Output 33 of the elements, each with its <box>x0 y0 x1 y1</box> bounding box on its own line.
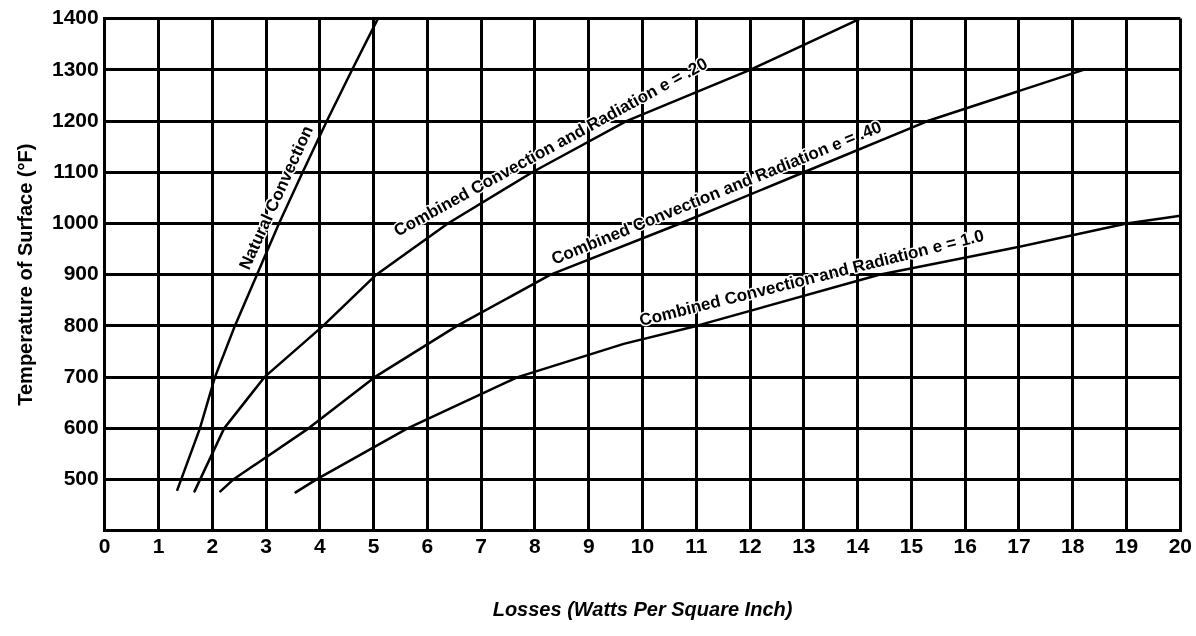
x-tick-label: 9 <box>582 534 595 558</box>
x-tick-label: 7 <box>475 534 488 558</box>
x-tick-label: 11 <box>685 534 708 558</box>
y-tick-label: 1000 <box>52 210 99 234</box>
x-tick-label: 6 <box>421 534 434 558</box>
y-tick-label: 1200 <box>52 107 99 131</box>
x-tick-label: 10 <box>630 534 655 558</box>
x-tick-label: 18 <box>1061 534 1085 558</box>
x-tick-label: 0 <box>98 534 111 558</box>
y-tick-label: 1100 <box>53 159 99 183</box>
x-tick-label: 2 <box>206 534 219 558</box>
x-tick-label: 8 <box>529 534 542 558</box>
y-tick-label: 900 <box>63 261 99 285</box>
x-tick-label: 17 <box>1007 534 1031 558</box>
x-axis-title: Losses (Watts Per Square Inch) <box>492 597 793 620</box>
y-tick-label: 500 <box>63 466 99 490</box>
x-tick-label: 4 <box>313 534 326 558</box>
x-tick-label: 12 <box>738 534 762 558</box>
y-tick-label: 700 <box>63 363 99 387</box>
x-tick-label: 3 <box>260 534 272 558</box>
x-tick-label: 16 <box>953 534 977 558</box>
y-tick-label: 1400 <box>52 5 99 29</box>
x-tick-label: 20 <box>1168 534 1192 558</box>
x-tick-label: 1 <box>152 534 165 558</box>
x-tick-label: 14 <box>845 534 870 558</box>
y-tick-label: 1300 <box>52 56 99 80</box>
y-tick-label: 600 <box>63 415 99 439</box>
x-tick-label: 13 <box>792 534 816 558</box>
x-tick-label: 5 <box>367 534 380 558</box>
y-axis-title: Temperature of Surface (°F) <box>13 143 36 406</box>
y-tick-label: 800 <box>63 312 99 336</box>
x-tick-label: 19 <box>1114 534 1139 558</box>
x-tick-label: 15 <box>899 534 924 558</box>
